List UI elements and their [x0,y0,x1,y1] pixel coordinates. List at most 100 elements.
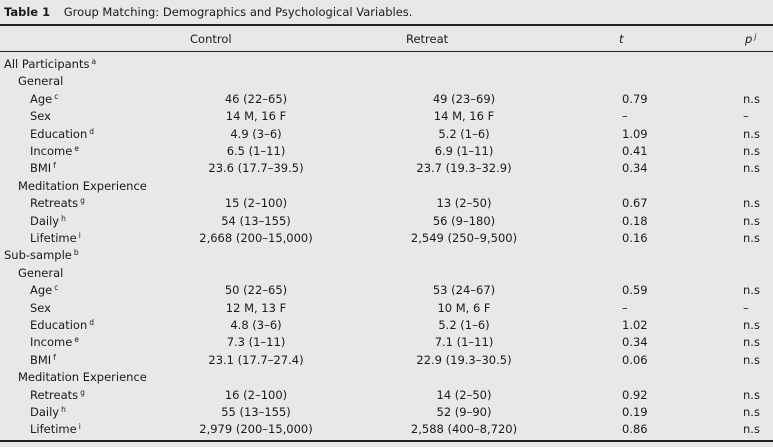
table-row: Education d 4.8 (3–6) 5.2 (1–6) 1.02 n.s [0,317,773,334]
control-value: 46 (22–65) [224,91,288,106]
p-value: n.s [743,91,760,106]
row-label-text: Meditation Experience [18,178,147,193]
row-label-text: Daily [30,405,60,419]
retreat-value: 6.9 (1–11) [434,144,494,158]
p-value: n.s [743,318,760,332]
row-label: Lifetime i [30,230,81,248]
p-value: – [743,300,749,315]
table-row: Lifetime i 2,668 (200–15,000) 2,549 (250–9,… [0,230,773,247]
top-rule [0,24,773,26]
p-value: n.s [743,335,760,350]
p-value: n.s [743,161,760,176]
t-value: 0.92 [622,387,648,402]
section-row: All Participants a [0,56,773,73]
p-value: n.s [743,213,760,228]
retreat-value: 5.2 (1–6) [438,318,490,332]
row-label-text: General [18,74,64,89]
row-label: Sex [30,108,51,125]
row-label: Daily h [30,404,66,422]
subsection-row: General [0,265,773,282]
footnote-marker: b [73,248,79,258]
row-label-text: Retreats [30,387,79,402]
footnote-marker: g [80,196,85,206]
p-value: n.s [743,422,760,437]
table-row: Sex 14 M, 16 F 14 M, 16 F – – [0,108,773,125]
table-row: Lifetime i 2,979 (200–15,000) 2,588 (400–8,… [0,421,773,438]
table-label: Table 1 [4,5,51,19]
row-label: Meditation Experience [18,178,147,195]
t-value: 0.41 [622,144,648,158]
control-value: 55 (13–155) [221,405,291,419]
p-value: n.s [743,126,760,141]
row-label-text: Retreats [30,196,79,211]
p-value: n.s [743,405,760,419]
p-value: n.s [743,387,760,402]
row-label-text: Education [30,126,88,141]
row-label-text: Age [30,91,53,106]
control-value: 7.3 (1–11) [226,335,286,350]
t-value: 0.18 [622,213,648,228]
t-value: 0.86 [622,422,648,437]
t-value: 0.67 [622,196,648,211]
row-label: Education d [30,126,94,144]
row-label-text: Daily [30,213,60,228]
row-label: Daily h [30,213,66,231]
row-label: BMI f [30,352,56,370]
footnote-marker: d [89,126,95,136]
footnote-marker: g [80,387,85,397]
table-row: Age c 46 (22–65) 49 (23–69) 0.79 n.s [0,91,773,108]
row-label: Income e [30,143,79,161]
control-value: 2,668 (200–15,000) [199,231,313,245]
row-label: Meditation Experience [18,369,147,386]
control-value: 12 M, 13 F [225,300,287,315]
retreat-value: 14 M, 16 F [433,109,495,124]
footnote-marker: a [91,57,97,66]
subsection-row: Meditation Experience [0,178,773,195]
retreat-value: 2,588 (400–8,720) [410,422,518,437]
row-label-text: Sex [30,109,51,124]
footnote-marker: h [61,405,66,414]
table-row: Age c 50 (22–65) 53 (24–67) 0.59 n.s [0,282,773,299]
footnote-marker: e [74,335,79,345]
row-label-text: Lifetime [30,231,77,245]
row-label: General [18,265,63,282]
t-value: 0.34 [622,161,648,176]
row-label: Retreats g [30,195,85,213]
p-value: n.s [743,283,760,298]
p-value: n.s [743,231,760,245]
table-row: Daily h 55 (13–155) 52 (9–90) 0.19 n.s [0,404,773,421]
control-value: 23.1 (17.7–27.4) [208,352,304,367]
header-control: Control [190,32,232,46]
footnote-marker: c [54,91,59,101]
retreat-value: 56 (9–180) [432,213,496,228]
row-label-text: Sex [30,300,51,315]
table-row: Retreats g 16 (2–100) 14 (2–50) 0.92 n.s [0,387,773,404]
table-caption: Table 1 Group Matching: Demographics and… [4,5,412,19]
row-label-text: Meditation Experience [18,370,147,385]
table-row: Income e 7.3 (1–11) 7.1 (1–11) 0.34 n.s [0,334,773,351]
control-value: 4.8 (3–6) [230,318,282,332]
retreat-value: 13 (2–50) [436,196,492,211]
row-label: Retreats g [30,387,85,405]
t-value: – [622,109,628,124]
bottom-rule [0,440,773,442]
header-p-sup: j [754,32,757,41]
section-row: Sub-sample b [0,247,773,264]
t-value: 0.34 [622,335,648,350]
p-value: n.s [743,144,760,158]
row-label-text: Income [30,335,73,350]
t-value: 1.09 [622,126,648,141]
control-value: 50 (22–65) [224,283,288,298]
retreat-value: 49 (23–69) [432,91,496,106]
p-value: n.s [743,196,760,211]
row-label-text: All Participants [4,57,90,71]
header-t: t [619,32,624,46]
row-label: Income e [30,334,79,352]
row-label-text: Sub-sample [4,248,72,263]
table-row: Daily h 54 (13–155) 56 (9–180) 0.18 n.s [0,213,773,230]
retreat-value: 2,549 (250–9,500) [410,231,518,245]
retreat-value: 14 (2–50) [436,387,492,402]
